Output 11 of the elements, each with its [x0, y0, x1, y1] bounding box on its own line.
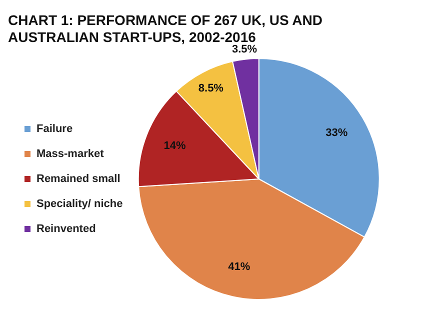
legend-label: Speciality/ niche [36, 198, 123, 210]
chart-title: CHART 1: PERFORMANCE OF 267 UK, US AND AUSTRALIAN START-UPS, 2002-2016 [8, 12, 324, 45]
legend-label: Failure [36, 123, 73, 136]
legend-label: Remained small [36, 173, 120, 186]
legend-label: Mass-market [36, 148, 104, 160]
data-label: 8.5% [198, 82, 224, 95]
data-label: 3.5% [232, 43, 258, 56]
data-label: 14% [164, 140, 186, 152]
legend-label: Reinvented [36, 223, 96, 236]
data-label: 33% [326, 127, 348, 140]
data-label: 41% [228, 261, 250, 274]
